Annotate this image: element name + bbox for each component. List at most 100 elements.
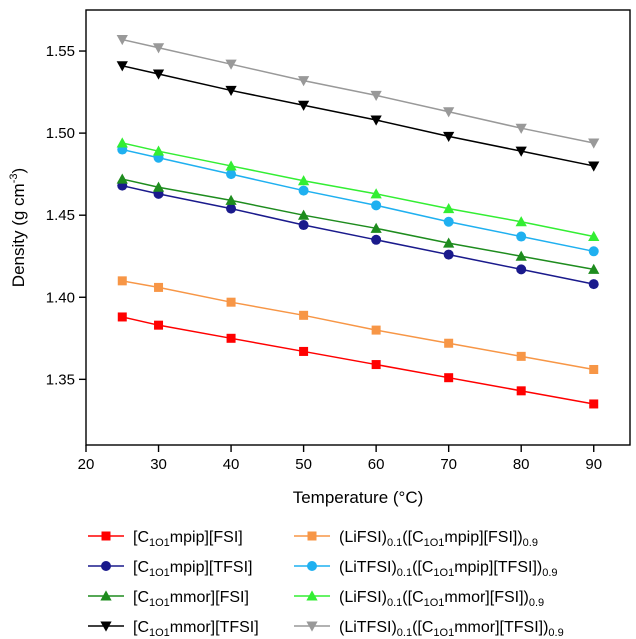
legend-item: [C1O1mpip][TFSI]: [88, 559, 252, 579]
legend-label-sub: 0.9: [523, 537, 538, 549]
legend-label-sub: 1O1: [149, 627, 170, 639]
data-point-square: [444, 338, 454, 348]
y-tick-label: 1.35: [46, 371, 75, 388]
data-point-triangle-up: [443, 237, 455, 248]
data-point-square: [516, 351, 526, 361]
series-6: [116, 137, 600, 242]
data-point-square: [154, 282, 164, 292]
data-point-triangle-up: [588, 230, 600, 242]
legend-label: (LiTFSI)0.1([C1O1mpip][TFSI])0.9: [339, 559, 558, 579]
data-point-triangle-up: [370, 222, 382, 233]
data-point-triangle-up: [116, 173, 128, 184]
y-axis-title-sup: -3: [8, 173, 20, 183]
data-point-square: [444, 373, 454, 383]
legend-label-sub: 1O1: [424, 597, 445, 609]
series-1: [117, 312, 599, 409]
legend-label-sub: 1O1: [149, 597, 170, 609]
legend-label: [C1O1mpip][TFSI]: [133, 559, 252, 579]
legend-label-text: mpip][TFSI]: [170, 559, 253, 576]
legend-label-text: (LiTFSI): [339, 619, 397, 636]
legend-label-sub: 1O1: [433, 627, 454, 639]
data-point-triangle-down: [515, 123, 527, 134]
data-point-triangle-up: [297, 175, 310, 186]
plot-content: [116, 35, 600, 409]
data-point-square: [154, 320, 164, 330]
legend-label-sub: 1O1: [433, 567, 454, 579]
legend-label-sub: 0.9: [542, 567, 557, 579]
legend-label-sub: 0.9: [529, 597, 544, 609]
legend-label: (LiFSI)0.1([C1O1mmor][FSI])0.9: [339, 589, 544, 609]
legend-label-text: (LiFSI): [339, 529, 387, 546]
legend-label-sub: 0.1: [397, 567, 412, 579]
data-point-square: [371, 325, 381, 335]
data-point-triangle-down: [588, 161, 600, 172]
data-point-triangle-down: [152, 69, 165, 80]
data-point-triangle-up: [152, 145, 165, 156]
series-line: [122, 178, 594, 271]
legend-label-sub: 1O1: [424, 537, 445, 549]
data-point-circle: [298, 220, 309, 231]
data-point-triangle-up: [306, 590, 318, 601]
data-point-square: [101, 531, 111, 541]
legend-label-text: [C: [133, 589, 149, 606]
legend-item: (LiTFSI)0.1([C1O1mpip][TFSI])0.9: [294, 559, 558, 579]
data-point-circle: [443, 249, 454, 260]
series-7: [116, 61, 600, 172]
data-point-circle: [101, 561, 111, 571]
data-point-triangle-up: [116, 137, 128, 148]
y-axis-title-end: ): [9, 168, 28, 174]
legend-label-text: ([C: [402, 529, 423, 546]
series-line: [122, 184, 594, 285]
data-point-triangle-down: [225, 85, 237, 97]
data-point-triangle-down: [515, 146, 527, 157]
series-8: [116, 35, 600, 149]
data-point-square: [589, 399, 599, 409]
legend-label-sub: 0.1: [397, 627, 412, 639]
legend-label-text: mmor][TFSI]: [170, 619, 259, 636]
plot-frame: [85, 9, 631, 446]
y-tick-label: 1.50: [46, 125, 75, 142]
data-point-circle: [226, 203, 237, 214]
data-point-circle: [516, 264, 527, 275]
data-point-triangle-down: [370, 90, 382, 101]
data-point-circle: [298, 185, 309, 196]
legend-label-text: mmor][FSI]): [444, 589, 528, 606]
series-line: [122, 38, 594, 144]
data-point-triangle-up: [370, 188, 382, 199]
x-tick-label: 60: [368, 456, 385, 473]
legend-label-sub: 0.1: [387, 597, 402, 609]
data-point-triangle-down: [443, 107, 455, 118]
legend-label-text: ([C: [412, 619, 433, 636]
data-point-triangle-up: [100, 590, 112, 601]
legend-label-text: [C: [133, 559, 149, 576]
data-point-triangle-down: [297, 76, 310, 87]
legend-label-text: mmor][TFSI]): [454, 619, 548, 636]
series-line: [122, 280, 594, 371]
series-line: [122, 316, 594, 405]
series-5: [116, 173, 600, 274]
data-point-circle: [516, 231, 527, 242]
legend-item: (LiFSI)0.1([C1O1mpip][FSI])0.9: [294, 529, 538, 549]
data-point-triangle-down: [588, 138, 600, 149]
legend-label-sub: 0.1: [387, 537, 402, 549]
legend-label-sub: 1O1: [149, 537, 170, 549]
data-point-triangle-up: [225, 160, 237, 171]
legend-label: [C1O1mpip][FSI]: [133, 529, 243, 549]
x-tick-label: 90: [585, 456, 602, 473]
data-point-circle: [307, 561, 317, 571]
data-point-triangle-down: [306, 621, 318, 632]
data-point-triangle-up: [152, 181, 165, 192]
legend-label: [C1O1mmor][TFSI]: [133, 619, 259, 639]
data-point-square: [299, 310, 309, 320]
legend-label-sub: 1O1: [149, 567, 170, 579]
data-point-circle: [588, 246, 599, 257]
legend-label-text: (LiFSI): [339, 589, 387, 606]
axes: 20 30 40 50 60 70 80 90 1.35 1.40 1.45 1.50 1.55: [46, 43, 602, 473]
x-tick-label: 20: [78, 456, 95, 473]
series-2: [117, 276, 599, 374]
x-axis-title: Temperature (°C): [293, 488, 424, 507]
x-tick-label: 40: [223, 456, 240, 473]
legend-label-sub: 0.9: [548, 627, 563, 639]
